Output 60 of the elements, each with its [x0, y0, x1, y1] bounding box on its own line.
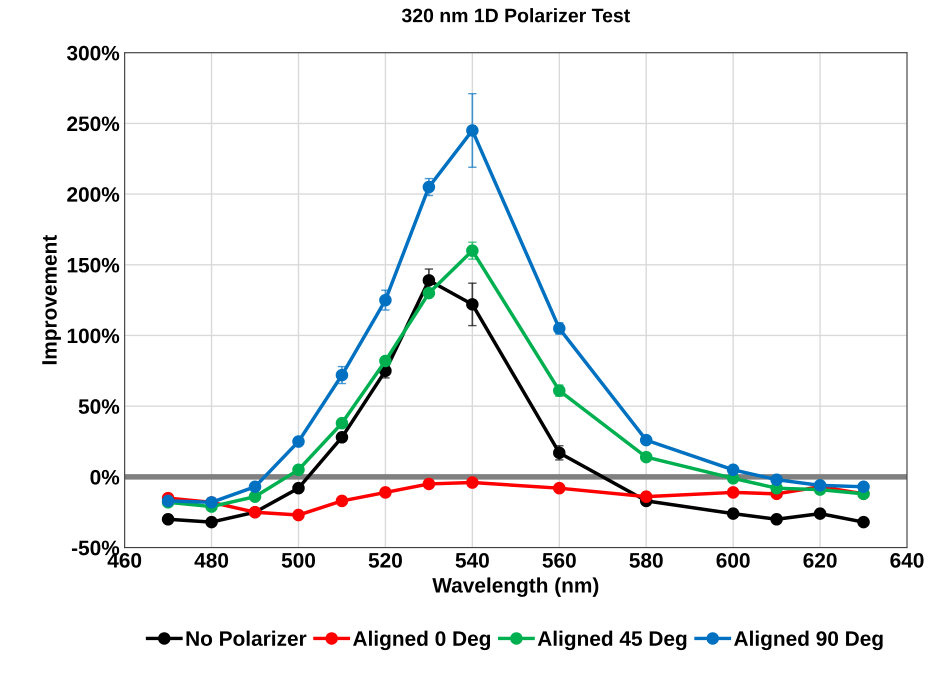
- x-tick-label: 640: [890, 552, 924, 568]
- point: [422, 478, 436, 490]
- point: [248, 480, 262, 494]
- point: [422, 286, 436, 300]
- point: [770, 513, 783, 526]
- point: [422, 180, 436, 194]
- point: [726, 507, 740, 520]
- point: [379, 486, 392, 499]
- point: [336, 416, 348, 430]
- point: [379, 294, 392, 306]
- x-tick-label: 520: [368, 552, 402, 568]
- point: [292, 464, 305, 476]
- point: [292, 435, 305, 448]
- point: [857, 480, 870, 494]
- legend-label: Aligned 90 Deg: [734, 630, 883, 650]
- point: [640, 490, 652, 503]
- point: [248, 490, 262, 503]
- y-tick-label: 300%: [66, 46, 120, 61]
- point: [640, 434, 652, 446]
- point: [857, 516, 870, 528]
- x-tick-label: 560: [542, 552, 576, 568]
- x-tick-label: 600: [716, 552, 750, 568]
- point: [336, 494, 348, 508]
- x-tick-label: 480: [194, 552, 228, 568]
- y-tick-label: 0%: [90, 470, 120, 485]
- chart-title: 320 nm 1D Polarizer Test: [402, 8, 630, 22]
- point: [379, 354, 392, 368]
- y-tick-label: 200%: [67, 187, 120, 202]
- x-tick-label: 500: [282, 552, 316, 568]
- point: [162, 513, 174, 526]
- legend-label: Aligned 0 Deg: [353, 630, 490, 650]
- point: [422, 274, 436, 287]
- point: [205, 516, 218, 528]
- x-tick-label: 580: [629, 552, 663, 568]
- x-axis-title: Wavelength (nm): [432, 577, 598, 597]
- point: [336, 431, 348, 444]
- legend-label: Aligned 45 Deg: [538, 630, 686, 650]
- y-axis-title: Improvement: [42, 234, 61, 364]
- point: [726, 486, 740, 499]
- point: [466, 244, 479, 257]
- x-tick-label: 620: [803, 552, 837, 568]
- y-tick-label: 50%: [78, 399, 120, 414]
- x-tick-label: 460: [108, 552, 142, 568]
- x-tick-label: 540: [456, 552, 489, 568]
- point: [466, 124, 479, 137]
- y-tick-label: 100%: [68, 328, 120, 344]
- y-tick-label: 150%: [68, 258, 120, 273]
- point: [466, 476, 479, 489]
- point: [770, 473, 783, 486]
- legend-label: No Polarizer: [186, 630, 306, 646]
- y-tick-label: 250%: [67, 116, 120, 132]
- y-tick-label: -50%: [72, 540, 120, 556]
- point: [640, 450, 652, 464]
- point: [553, 482, 566, 494]
- point: [292, 508, 305, 522]
- point: [466, 298, 479, 311]
- point: [726, 464, 740, 476]
- point: [292, 482, 305, 494]
- point: [814, 507, 826, 520]
- point: [336, 368, 348, 382]
